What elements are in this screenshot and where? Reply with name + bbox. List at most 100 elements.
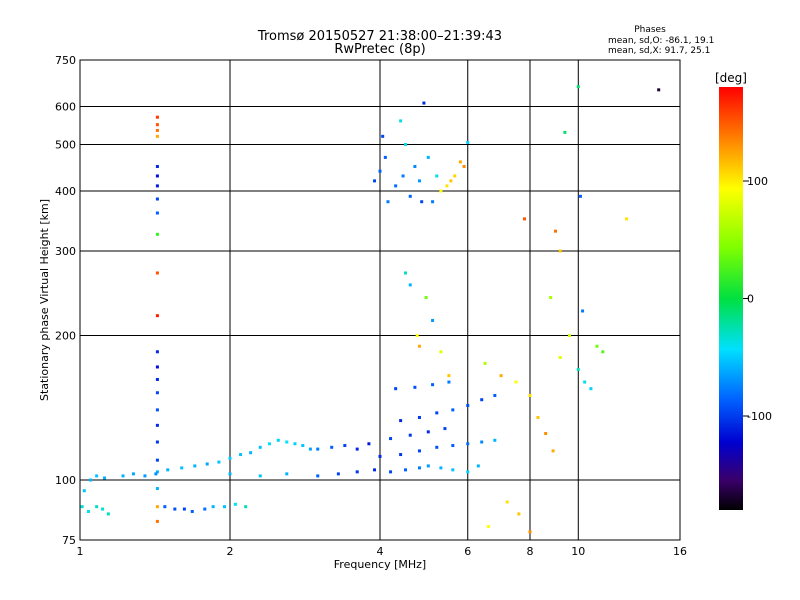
data-point xyxy=(451,468,455,472)
data-point xyxy=(355,447,359,451)
chart-subtitle: RwPretec (8p) xyxy=(334,42,425,57)
data-point xyxy=(103,476,107,480)
data-point xyxy=(415,334,419,338)
data-point xyxy=(523,217,527,221)
data-point xyxy=(447,374,451,378)
data-point xyxy=(466,403,470,407)
data-point xyxy=(466,442,470,446)
data-point xyxy=(576,85,580,89)
data-point xyxy=(285,440,289,444)
data-point xyxy=(443,427,447,431)
data-point xyxy=(449,179,453,183)
data-point xyxy=(154,472,158,476)
data-point xyxy=(417,449,421,453)
data-point xyxy=(558,355,562,359)
data-point xyxy=(424,296,428,300)
y-tick-label: 100 xyxy=(55,474,76,487)
data-point xyxy=(462,164,466,168)
data-point xyxy=(466,140,470,144)
data-point xyxy=(80,505,84,509)
data-point xyxy=(426,155,430,159)
data-point xyxy=(431,383,435,387)
data-point xyxy=(576,367,580,371)
data-point xyxy=(657,88,661,92)
data-point xyxy=(466,470,470,474)
data-point xyxy=(408,283,412,287)
data-point xyxy=(476,464,480,468)
data-point xyxy=(121,474,125,478)
data-point xyxy=(166,468,170,472)
data-point xyxy=(601,350,605,354)
data-point xyxy=(155,487,159,491)
data-point xyxy=(173,507,177,511)
data-point xyxy=(258,445,262,449)
data-point xyxy=(101,507,105,511)
data-point xyxy=(493,438,497,442)
data-point xyxy=(203,507,207,511)
colorbar-tick-label: 100 xyxy=(747,175,768,188)
data-point xyxy=(514,380,518,384)
data-point xyxy=(439,350,443,354)
data-point xyxy=(86,509,90,513)
data-point xyxy=(89,478,93,482)
stats-o-mode: mean, sd,O: -86.1, 19.1 xyxy=(608,36,714,46)
data-point xyxy=(155,271,159,275)
data-point xyxy=(155,134,159,138)
data-point xyxy=(155,128,159,132)
data-point xyxy=(95,505,99,509)
data-point xyxy=(155,391,159,395)
data-point xyxy=(143,474,147,478)
data-point xyxy=(458,160,462,164)
colorbar-tick-label: -100 xyxy=(747,410,772,423)
data-point xyxy=(228,472,232,476)
data-point xyxy=(583,380,587,384)
data-point xyxy=(403,468,407,472)
data-point xyxy=(401,174,405,178)
data-point xyxy=(445,184,449,188)
data-point xyxy=(408,433,412,437)
data-point xyxy=(447,380,451,384)
data-point xyxy=(155,197,159,201)
colorbar xyxy=(719,87,743,510)
data-point xyxy=(285,472,289,476)
y-tick-label: 200 xyxy=(55,330,76,343)
data-point xyxy=(417,344,421,348)
data-point xyxy=(267,442,271,446)
colorbar-label: [deg] xyxy=(715,71,747,85)
data-point xyxy=(217,460,221,464)
data-point xyxy=(155,470,159,474)
data-point xyxy=(155,458,159,462)
data-point xyxy=(483,361,487,365)
data-point xyxy=(528,394,532,398)
data-point xyxy=(336,472,340,476)
data-point xyxy=(435,411,439,415)
data-point xyxy=(190,509,194,513)
y-axis-ticks: 75 100 200 300 400 500 600 750 xyxy=(55,54,76,547)
data-point xyxy=(451,444,455,448)
data-point xyxy=(578,194,582,198)
data-point xyxy=(182,507,186,511)
data-point xyxy=(453,174,457,178)
data-point xyxy=(316,447,320,451)
data-point xyxy=(155,184,159,188)
data-point xyxy=(439,466,443,470)
data-point xyxy=(308,447,312,451)
data-point xyxy=(155,408,159,412)
plot-frame xyxy=(79,59,681,541)
data-point xyxy=(480,440,484,444)
data-point xyxy=(595,344,599,348)
y-tick-label: 500 xyxy=(55,139,76,152)
data-point xyxy=(155,377,159,381)
x-axis-ticks: 1 2 4 6 8 10 16 xyxy=(77,545,688,558)
data-point xyxy=(180,466,184,470)
data-point xyxy=(389,437,393,441)
stats-title: Phases xyxy=(634,25,666,35)
data-point xyxy=(373,179,377,183)
data-point xyxy=(517,512,521,516)
data-point xyxy=(413,385,417,389)
data-point xyxy=(239,453,243,457)
data-point xyxy=(223,505,227,509)
data-point xyxy=(131,472,135,476)
data-point xyxy=(355,470,359,474)
data-point xyxy=(399,453,403,457)
